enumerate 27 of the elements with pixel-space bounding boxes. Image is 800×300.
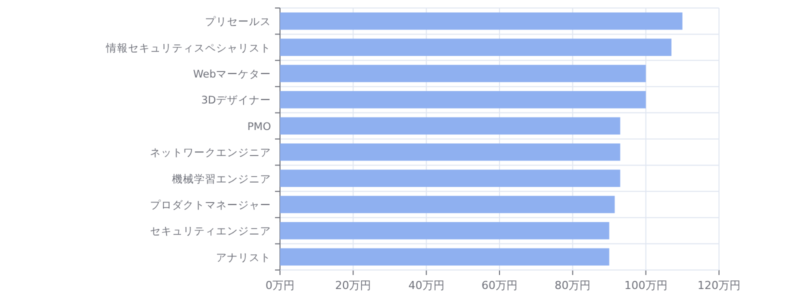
x-tick-label: 0万円 (266, 279, 294, 292)
y-tick-label: ネットワークエンジニア (150, 147, 271, 160)
bar (280, 170, 620, 187)
y-tick-label: Webマーケター (193, 68, 271, 80)
y-tick-label: プリセールス (205, 15, 271, 28)
bar (280, 64, 646, 82)
y-tick-label: アナリスト (216, 252, 271, 264)
x-tick-label: 120万円 (698, 279, 740, 292)
bar (280, 12, 682, 30)
y-tick-label: セキュリティエンジニア (150, 226, 271, 238)
y-tick-label: 3Dデザイナー (201, 94, 271, 107)
x-tick-label: 100万円 (624, 279, 668, 292)
y-tick-label: プロダクトマネージャー (150, 198, 271, 212)
bar (280, 91, 646, 108)
x-tick-label: 20万円 (335, 279, 372, 292)
bar (280, 222, 610, 240)
bar (280, 117, 620, 135)
y-tick-label: 情報セキュリティスペシャリスト (105, 41, 271, 54)
x-tick-label: 40万円 (408, 279, 444, 292)
bar (280, 143, 620, 161)
x-tick-label: 80万円 (554, 279, 591, 292)
bar (280, 38, 672, 56)
bar (280, 248, 610, 266)
x-tick-label: 60万円 (482, 279, 518, 292)
y-tick-label: 機械学習エンジニア (172, 172, 271, 186)
y-tick-label: PMO (247, 120, 271, 133)
bar (280, 196, 615, 214)
